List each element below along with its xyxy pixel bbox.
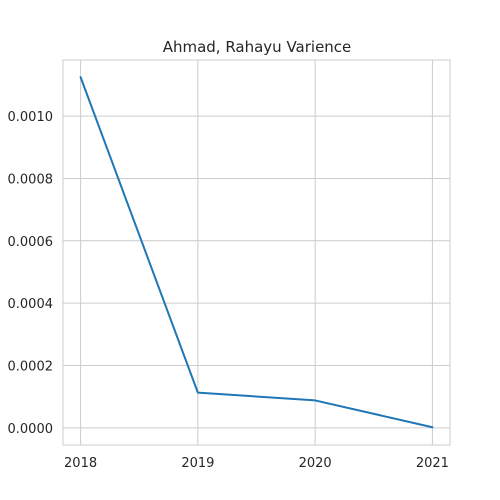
plot-frame: [62, 59, 451, 446]
series-layer: [79, 76, 434, 429]
x-tick-label: 2020: [299, 456, 332, 471]
x-tick-label: 2019: [181, 456, 214, 471]
grid: [63, 60, 450, 445]
y-tick-label: 0.0002: [8, 360, 54, 375]
y-tick-label: 0.0004: [8, 297, 54, 312]
y-tick-label: 0.0010: [8, 110, 54, 125]
y-tick-label: 0.0000: [8, 422, 54, 437]
x-tick-label: 2021: [416, 456, 449, 471]
series-line: [79, 76, 434, 429]
chart-title: Ahmad, Rahayu Varience: [163, 38, 352, 56]
y-axis-ticks: 0.0000 0.0002 0.0004 0.0006 0.0008 0.0010: [8, 110, 54, 437]
x-tick-label: 2018: [64, 456, 97, 471]
x-axis-ticks: 2018 2019 2020 2021: [64, 456, 449, 471]
y-tick-label: 0.0008: [8, 172, 54, 187]
y-tick-label: 0.0006: [8, 235, 54, 250]
